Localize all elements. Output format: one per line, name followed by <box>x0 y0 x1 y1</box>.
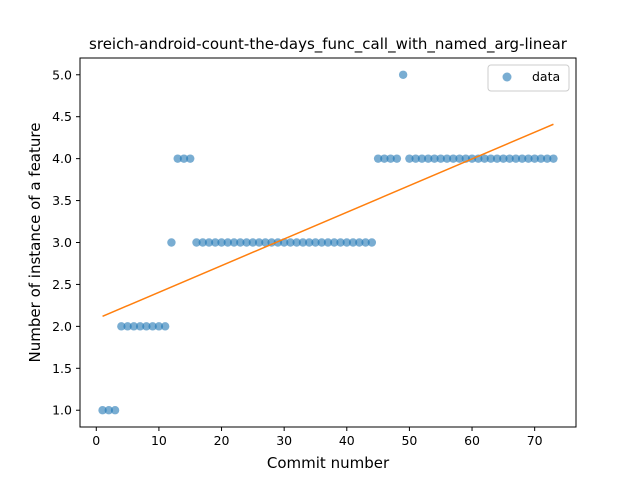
data-point <box>486 154 496 163</box>
data-point <box>549 154 558 163</box>
data-point <box>254 238 264 247</box>
chart-title: sreich-android-count-the-days_func_call_… <box>89 35 568 54</box>
data-point <box>367 238 377 247</box>
data-point <box>110 406 120 415</box>
data-point <box>342 238 351 247</box>
x-tick-label: 60 <box>464 433 480 448</box>
data-point <box>311 238 320 247</box>
data-point <box>323 238 333 247</box>
y-tick-label: 4.0 <box>52 151 72 166</box>
legend-label-data: data <box>532 69 560 84</box>
data-point <box>123 322 132 331</box>
data-point <box>542 154 552 163</box>
data-point <box>361 238 370 247</box>
data-point <box>217 238 226 247</box>
data-point <box>348 238 358 247</box>
data-point <box>236 238 245 247</box>
data-point <box>292 238 301 247</box>
data-point <box>167 238 176 247</box>
data-point <box>305 238 314 247</box>
x-tick-label: 30 <box>276 433 292 448</box>
data-point <box>436 154 445 163</box>
data-point <box>455 154 464 163</box>
data-point <box>192 238 201 247</box>
y-tick-label: 1.0 <box>52 403 72 418</box>
y-tick-label: 5.0 <box>52 67 72 82</box>
data-point <box>179 154 189 163</box>
y-tick-label: 1.5 <box>52 361 72 376</box>
legend: data <box>487 64 570 92</box>
data-point <box>330 238 339 247</box>
data-point <box>449 154 458 163</box>
y-tick-label: 3.0 <box>52 235 72 250</box>
legend-marker <box>502 72 512 82</box>
x-tick-label: 40 <box>339 433 355 448</box>
x-tick-label: 10 <box>151 433 167 448</box>
data-point <box>298 238 308 247</box>
x-tick-label: 50 <box>401 433 417 448</box>
data-point <box>430 154 439 163</box>
data-point <box>517 154 527 163</box>
data-point <box>336 238 345 247</box>
data-point <box>524 154 533 163</box>
data-point <box>386 154 395 163</box>
data-point <box>229 238 239 247</box>
data-point <box>317 238 326 247</box>
data-point <box>154 322 164 331</box>
data-point <box>405 154 414 163</box>
data-point <box>373 154 383 163</box>
data-point <box>536 154 546 163</box>
data-point <box>211 238 220 247</box>
x-axis-label: Commit number <box>267 454 390 472</box>
data-point <box>142 322 151 331</box>
x-tick-label: 70 <box>527 433 543 448</box>
y-tick-label: 2.5 <box>52 277 72 292</box>
x-tick-label: 0 <box>92 433 100 448</box>
data-point <box>499 154 508 163</box>
data-point <box>104 406 114 415</box>
data-point <box>286 238 295 247</box>
data-point <box>442 154 452 163</box>
data-point <box>173 154 182 163</box>
data-point <box>417 154 427 163</box>
y-axis-label: Number of instance of a feature <box>26 123 44 363</box>
data-point <box>117 322 126 331</box>
data-point <box>160 322 170 331</box>
data-point <box>511 154 521 163</box>
data-point <box>135 322 145 331</box>
data-point <box>355 238 364 247</box>
y-tick-label: 3.5 <box>52 193 72 208</box>
data-point <box>398 70 408 79</box>
data-point <box>198 238 207 247</box>
legend-box <box>487 64 570 92</box>
data-point <box>505 154 514 163</box>
data-point <box>242 238 251 247</box>
y-tick-label: 2.0 <box>52 319 72 334</box>
data-point <box>223 238 232 247</box>
x-axis: 0 10 20 30 40 50 60 70 <box>92 427 543 448</box>
x-tick-label: 20 <box>214 433 230 448</box>
data-point <box>424 154 433 163</box>
data-point <box>530 154 539 163</box>
data-point <box>248 238 258 247</box>
data-point <box>129 322 139 331</box>
y-tick-label: 4.5 <box>52 109 72 124</box>
data-point <box>261 238 270 247</box>
plot-area <box>98 70 558 415</box>
data-point <box>186 154 195 163</box>
y-axis: 1.0 1.5 2.0 2.5 3.0 3.5 4.0 4.5 5.0 <box>52 67 80 418</box>
data-point <box>380 154 389 163</box>
regression-line <box>102 123 554 317</box>
data-point <box>411 154 420 163</box>
data-point <box>492 154 502 163</box>
data-point <box>148 322 157 331</box>
data-point <box>392 154 402 163</box>
data-point <box>204 238 214 247</box>
data-point <box>98 406 107 415</box>
data-point <box>480 154 489 163</box>
